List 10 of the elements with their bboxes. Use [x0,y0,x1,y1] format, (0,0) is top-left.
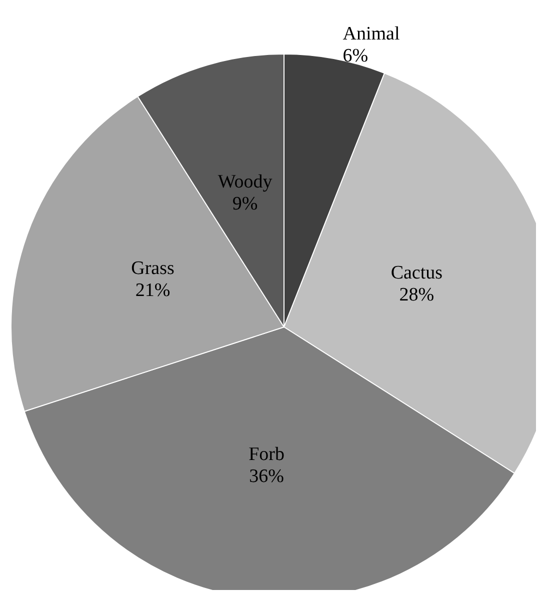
slice-label: Forb [248,444,284,465]
data-label: 36% [249,466,284,487]
slice-label: Grass [131,258,174,280]
slice-label: Cactus [390,262,443,284]
slice-label: Woody [218,172,273,193]
data-label: 28% [399,284,434,306]
data-label: 21% [135,280,170,302]
data-label: 6% [342,46,368,67]
data-label: 9% [232,194,258,215]
slice-label: Animal [342,24,400,45]
